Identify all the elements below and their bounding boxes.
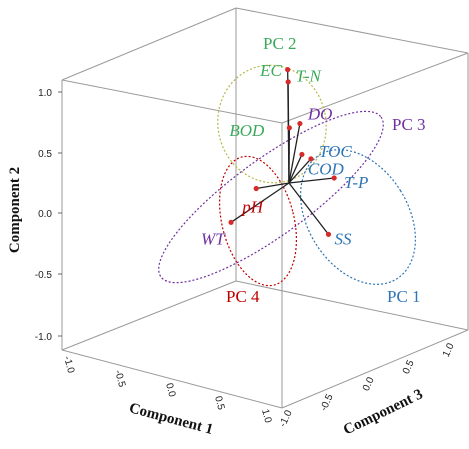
vector-ss xyxy=(288,182,329,235)
point-toc xyxy=(308,156,314,162)
label-ss: SS xyxy=(334,229,352,248)
box-edge-bottom-right xyxy=(281,329,469,409)
ellipse-pc4 xyxy=(218,155,298,287)
y-tick-label: 1.0 xyxy=(38,88,52,99)
z-tick-label: -0.5 xyxy=(318,392,335,413)
y-tick-label: 0.0 xyxy=(38,209,52,220)
box-edge-back-left xyxy=(61,7,237,81)
y-axis-ticks: -1.0 -0.5 0.0 0.5 1.0 xyxy=(35,88,62,343)
plot-box-frame xyxy=(61,7,469,409)
y-tick-label: 0.5 xyxy=(38,149,52,160)
vector-ph xyxy=(256,182,290,190)
label-ph: pH xyxy=(241,198,265,217)
vector-do xyxy=(288,123,301,184)
point-bod xyxy=(286,125,292,131)
group-labels: PC 2 PC 3 PC 4 PC 1 xyxy=(226,34,426,306)
box-edge-back-bottom-left xyxy=(61,280,237,351)
z-tick-label: 0.0 xyxy=(361,375,377,393)
vector-cod xyxy=(288,154,303,184)
label-t-n: T-N xyxy=(296,67,323,86)
x-tick-label: -1.0 xyxy=(61,355,76,375)
x-tick-label: 1.0 xyxy=(259,408,273,425)
point-t-p xyxy=(331,175,337,181)
loading-points xyxy=(228,67,337,237)
ellipse-pc1 xyxy=(300,149,416,285)
vector-wt xyxy=(230,182,290,223)
vector-toc xyxy=(288,158,312,184)
box-edge-back-top xyxy=(235,7,469,54)
z-tick-label: 0.5 xyxy=(401,358,417,376)
z-axis-title: Component 3 xyxy=(341,386,426,438)
loading-vectors xyxy=(230,69,335,235)
label-bod: BOD xyxy=(229,121,265,140)
ellipse-pc2 xyxy=(217,64,327,184)
x-axis-ticks: -1.0 -0.5 0.0 0.5 1.0 xyxy=(61,355,273,425)
label-t-p: T-P xyxy=(344,173,368,192)
box-edge-bottom-left xyxy=(61,349,283,409)
point-t-n xyxy=(285,67,291,73)
box-edge-front-top-left xyxy=(281,52,469,124)
box-edge-back-bottom-right xyxy=(235,280,469,331)
y-tick-label: -1.0 xyxy=(35,332,53,343)
label-do: DO xyxy=(307,105,333,124)
label-cod: COD xyxy=(308,159,345,178)
vector-t-p xyxy=(288,177,335,184)
point-ec xyxy=(285,79,291,85)
y-axis-title: Component 2 xyxy=(7,167,23,253)
z-tick-label: -1.0 xyxy=(277,408,294,429)
group-label-pc2: PC 2 xyxy=(263,34,297,53)
point-do xyxy=(297,120,303,127)
group-label-pc3: PC 3 xyxy=(392,115,426,134)
box-edge-front-top-right xyxy=(61,79,283,124)
group-label-pc1: PC 1 xyxy=(387,287,421,306)
point-cod xyxy=(299,151,305,158)
point-ph xyxy=(253,185,259,192)
x-tick-label: 0.5 xyxy=(212,395,226,412)
cluster-ellipses xyxy=(158,64,416,287)
x-axis-title: Component 1 xyxy=(127,400,214,438)
y-tick-label: -0.5 xyxy=(35,270,53,281)
x-tick-label: -0.5 xyxy=(112,369,127,389)
point-ss xyxy=(325,231,332,237)
label-ec: EC xyxy=(259,61,282,80)
ellipse-pc3 xyxy=(158,110,384,284)
z-tick-label: 1.0 xyxy=(441,341,457,359)
group-label-pc4: PC 4 xyxy=(226,287,260,306)
label-wt: WT xyxy=(201,229,226,248)
point-wt xyxy=(228,219,234,225)
label-toc: TOC xyxy=(319,142,352,161)
x-tick-label: 0.0 xyxy=(163,382,177,399)
